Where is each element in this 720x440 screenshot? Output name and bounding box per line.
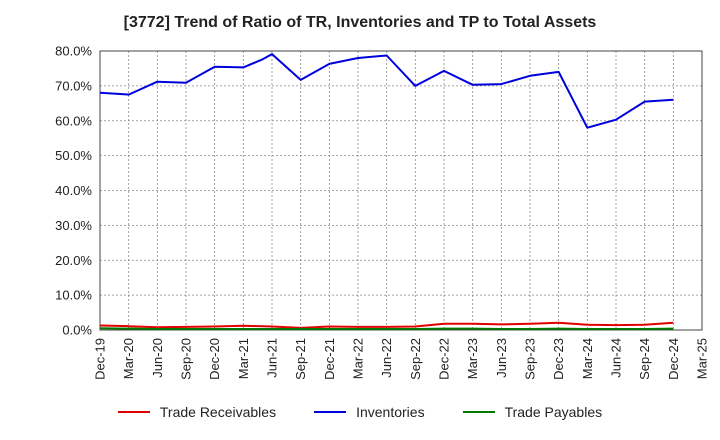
x-tick-label: Jun-21	[265, 338, 280, 378]
series-line-inventories	[99, 53, 674, 129]
legend-swatch-trade-receivables	[117, 411, 150, 413]
x-tick-label: Sep-21	[293, 338, 308, 380]
legend-item-trade-receivables: Trade Receivables	[117, 404, 277, 420]
legend-label-trade-payables: Trade Payables	[504, 404, 603, 420]
grid-layer	[99, 50, 703, 331]
y-tick-label: 80.0%	[55, 44, 92, 59]
y-tick-label: 50.0%	[55, 148, 92, 163]
legend: Trade Receivables Inventories Trade Paya…	[0, 404, 720, 420]
x-tick-label: Dec-21	[322, 338, 337, 380]
x-tick-label: Jun-22	[379, 338, 394, 378]
y-tick-label: 0.0%	[62, 323, 92, 338]
x-tick-label: Sep-20	[179, 338, 194, 380]
x-tick-label: Mar-25	[695, 338, 710, 379]
x-tick-label: Dec-20	[207, 338, 222, 380]
y-tick-label: 70.0%	[55, 78, 92, 93]
y-tick-label: 40.0%	[55, 183, 92, 198]
legend-item-inventories: Inventories	[314, 404, 425, 420]
x-tick-label: Jun-24	[609, 338, 624, 378]
x-tick-label: Jun-20	[150, 338, 165, 378]
y-tick-label: 20.0%	[55, 253, 92, 268]
x-tick-label: Sep-24	[637, 338, 652, 380]
legend-swatch-inventories	[314, 411, 347, 413]
legend-swatch-trade-payables	[462, 411, 495, 413]
x-tick-label: Mar-22	[351, 338, 366, 379]
y-tick-label: 30.0%	[55, 218, 92, 233]
legend-label-inventories: Inventories	[356, 404, 425, 420]
x-tick-label: Mar-24	[580, 338, 595, 379]
x-tick-label: Mar-21	[236, 338, 251, 379]
x-tick-label: Sep-22	[408, 338, 423, 380]
x-tick-label: Dec-19	[93, 338, 108, 380]
x-tick-label: Mar-23	[465, 338, 480, 379]
series-line-trade-payables	[99, 327, 674, 330]
legend-label-trade-receivables: Trade Receivables	[159, 404, 277, 420]
x-tick-label: Mar-20	[121, 338, 136, 379]
x-tick-label: Dec-23	[551, 338, 566, 380]
tick-layer: 0.0% 10.0% 20.0% 30.0% 40.0% 50.0% 60.0% 70.0% 8…	[55, 44, 709, 380]
x-tick-label: Dec-24	[666, 338, 681, 380]
x-tick-label: Jun-23	[494, 338, 509, 378]
y-tick-label: 60.0%	[55, 113, 92, 128]
chart-title: [3772] Trend of Ratio of TR, Inventories…	[123, 14, 597, 31]
y-tick-label: 10.0%	[55, 288, 92, 303]
x-tick-label: Dec-22	[437, 338, 452, 380]
series-layer	[99, 53, 674, 330]
x-tick-label: Sep-23	[523, 338, 538, 380]
series-line-trade-receivables	[99, 321, 674, 329]
legend-item-trade-payables: Trade Payables	[462, 404, 603, 420]
